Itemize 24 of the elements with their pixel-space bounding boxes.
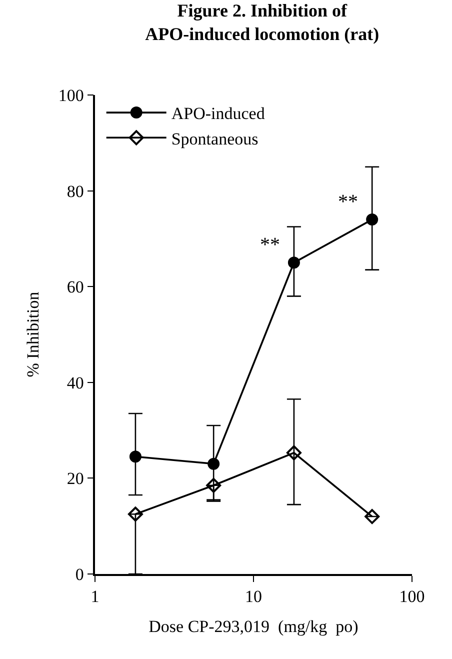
annotation: ** [338,191,358,213]
y-tick-label: 60 [66,278,84,297]
point [206,478,222,493]
point [286,445,302,460]
y-axis-title: % Inhibition [23,291,42,378]
point [208,458,220,470]
legend-label: APO-induced [171,104,266,124]
chart-title: Figure 2. Inhibition of APO-induced locomotion (rat) [145,0,380,44]
y-tick-label: 40 [66,373,84,392]
x-axis-title: Dose CP-293,019 (mg/kg po) [148,617,358,636]
x-tick-label: 10 [245,587,262,606]
point [128,506,143,522]
point [364,509,380,524]
point [129,450,142,463]
y-tick-label: 100 [58,86,84,105]
x-tick-label: 1 [90,587,100,606]
annotation: ** [260,234,280,256]
y-tick-label: 0 [75,564,84,584]
y-tick-label: 80 [66,182,84,201]
point [288,256,300,269]
legend-label: Spontaneous [171,129,258,148]
point [366,214,378,226]
x-tick-label: 100 [399,587,425,606]
y-tick-label: 20 [66,469,84,488]
